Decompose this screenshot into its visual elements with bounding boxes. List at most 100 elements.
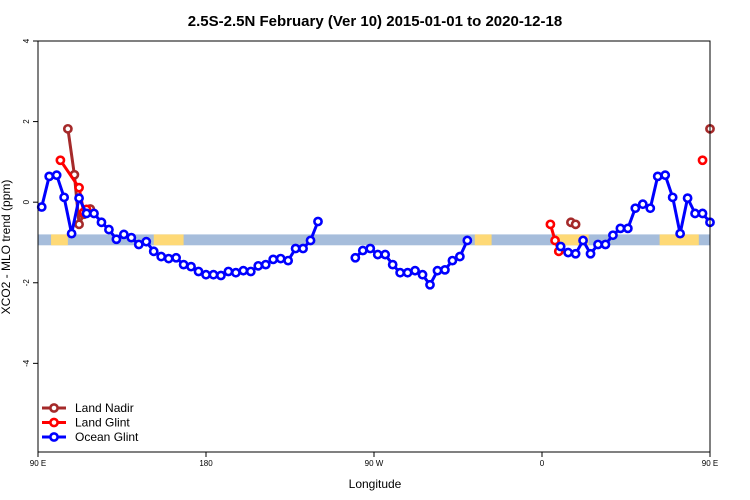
data-point (118, 229, 129, 240)
data-point (563, 247, 574, 258)
legend-label: Land Nadir (75, 401, 134, 415)
data-point (193, 266, 204, 277)
data-point (570, 219, 581, 230)
y-tick-label: -4 (22, 359, 31, 367)
data-point (178, 259, 189, 270)
data-point (81, 208, 92, 219)
data-point (387, 259, 398, 270)
data-point (652, 171, 663, 182)
data-point (615, 223, 626, 234)
data-point (395, 267, 406, 278)
data-point (357, 245, 368, 256)
data-point (148, 246, 159, 257)
data-point (208, 269, 219, 280)
data-point (245, 266, 256, 277)
data-point (380, 249, 391, 260)
data-point (313, 216, 323, 227)
chart-title: 2.5S-2.5N February (Ver 10) 2015-01-01 t… (188, 13, 562, 30)
land-band-segment (474, 234, 492, 246)
data-point (111, 234, 122, 245)
data-point (163, 253, 174, 264)
legend-label: Land Glint (75, 416, 130, 430)
data-point (697, 155, 708, 166)
data-point (365, 243, 376, 254)
y-tick-label: 4 (22, 38, 31, 43)
data-point (216, 270, 226, 281)
land-band-segment (659, 234, 699, 246)
land-band-segment (153, 234, 184, 246)
data-point (230, 267, 241, 278)
data-point (74, 182, 84, 193)
ocean-band (38, 234, 710, 246)
legend-marker (49, 417, 59, 428)
data-point (440, 264, 450, 275)
data-point (66, 228, 77, 239)
background-band (38, 234, 710, 246)
data-point (454, 251, 465, 262)
data-point (253, 260, 264, 271)
legend-marker (49, 432, 59, 442)
data-point (578, 235, 588, 246)
axes: 90 E 180 90 W 0 90 E -4 -2 0 2 4 (22, 38, 718, 468)
data-point (622, 223, 633, 234)
x-tick-label: 180 (199, 459, 213, 468)
data-point (36, 202, 47, 212)
data-point (260, 259, 271, 270)
data-point (223, 266, 234, 277)
data-point (350, 252, 361, 263)
data-point (593, 239, 603, 250)
data-point (555, 241, 566, 252)
data-point (104, 224, 114, 235)
data-point (51, 170, 62, 181)
legend-entry: Ocean Glint (42, 430, 139, 444)
data-point (425, 279, 435, 290)
data-point (667, 192, 678, 203)
data-point (645, 203, 656, 214)
data-point (74, 193, 84, 204)
data-point (675, 228, 686, 239)
data-point (600, 239, 611, 250)
data-point (585, 248, 596, 259)
y-tick-label: 0 (22, 199, 31, 204)
data-point (283, 255, 294, 266)
data-point (62, 123, 73, 134)
land-band-segment (51, 234, 68, 246)
y-tick-label: -2 (22, 279, 31, 287)
series-ocean-glint (36, 170, 715, 290)
data-point (462, 235, 473, 246)
data-point (682, 193, 693, 204)
data-point (126, 232, 137, 243)
legend-label: Ocean Glint (75, 430, 139, 444)
legend-entry: Land Nadir (42, 401, 134, 415)
data-point (432, 265, 443, 276)
data-point (372, 249, 383, 260)
data-point (630, 203, 641, 214)
land-band-segment (556, 234, 589, 246)
x-tick-label: 0 (540, 459, 545, 468)
legend-entry: Land Glint (42, 416, 130, 430)
data-point (141, 236, 152, 247)
x-tick-label: 90 W (365, 459, 384, 468)
data-point (55, 155, 66, 166)
data-point (290, 243, 301, 254)
data-point (275, 253, 286, 264)
data-point (156, 251, 167, 262)
data-point (96, 217, 107, 228)
data-point (133, 239, 144, 250)
data-point (238, 265, 249, 276)
data-point (89, 208, 99, 219)
data-point (268, 254, 279, 265)
legend-marker (49, 403, 59, 413)
data-point (550, 235, 560, 246)
x-axis-label: Longitude (349, 477, 402, 491)
data-point (545, 219, 556, 230)
data-point (608, 230, 618, 241)
data-point (201, 269, 211, 280)
x-tick-label: 90 E (30, 459, 46, 468)
data-point (570, 248, 581, 259)
data-point (44, 171, 55, 182)
y-axis-label: XCO2 - MLO trend (ppm) (0, 180, 13, 315)
data-point (298, 243, 308, 254)
x-tick-label: 90 E (702, 459, 718, 468)
